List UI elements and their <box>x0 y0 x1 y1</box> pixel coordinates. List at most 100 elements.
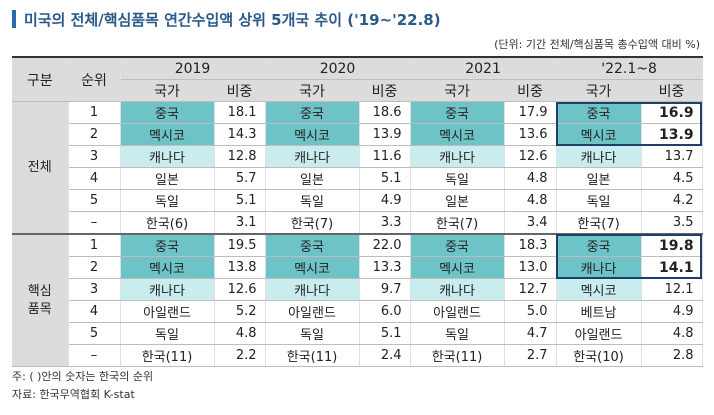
source-note: 자료: 한국무역협회 K-stat <box>12 388 135 401</box>
country-cell: 멕시코 <box>410 256 505 279</box>
country-cell: 독일 <box>265 322 360 345</box>
share-cell: 4.8 <box>504 189 557 212</box>
share-cell: 12.6 <box>504 145 557 168</box>
country-cell: 독일 <box>120 189 215 212</box>
share-cell: 18.1 <box>214 101 266 124</box>
table-row: – 한국(6) 3.1 한국(7) 3.3 한국(7) 3.4 한국(7) 3.5 <box>12 211 703 235</box>
footnote: 주: ( )안의 숫자는 한국의 순위 <box>12 370 154 383</box>
share-cell: 12.7 <box>504 278 557 301</box>
rank-cell: – <box>68 344 121 367</box>
rank-cell: 1 <box>68 101 121 124</box>
country-cell: 중국 <box>556 233 642 257</box>
header-row-years: 구분 순위 2019 2020 2021 '22.1~8 <box>12 56 703 102</box>
share-cell: 5.7 <box>214 167 266 190</box>
share-cell: 5.1 <box>359 322 411 345</box>
rank-cell: 3 <box>68 278 121 301</box>
country-cell: 한국(6) <box>120 211 215 235</box>
country-cell: 일본 <box>556 167 642 190</box>
header-share: 비중 <box>359 79 411 102</box>
share-cell: 4.8 <box>214 322 266 345</box>
share-cell: 5.1 <box>359 167 411 190</box>
table-row: 5 독일 4.8 독일 5.1 독일 4.7 아일랜드 4.8 <box>12 322 703 345</box>
header-year: 2020 <box>265 56 411 80</box>
share-cell: 17.9 <box>504 101 557 124</box>
country-cell: 독일 <box>265 189 360 212</box>
country-cell: 한국(11) <box>265 344 360 367</box>
table-row: 3 캐나다 12.6 캐나다 9.7 캐나다 12.7 멕시코 12.1 <box>12 278 703 301</box>
share-cell: 12.8 <box>214 145 266 168</box>
rank-cell: – <box>68 211 121 235</box>
country-cell: 캐나다 <box>265 145 360 168</box>
title-bar-icon <box>12 10 16 28</box>
header-country: 국가 <box>556 79 642 102</box>
share-cell: 13.6 <box>504 123 557 146</box>
share-cell: 14.3 <box>214 123 266 146</box>
share-cell: 22.0 <box>359 233 411 257</box>
table-row: 2 멕시코 13.8 멕시코 13.3 멕시코 13.0 캐나다 14.1 <box>12 256 703 279</box>
country-cell: 멕시코 <box>556 123 642 146</box>
share-cell: 2.8 <box>641 344 703 367</box>
header-country: 국가 <box>410 79 505 102</box>
group-label: 전체 <box>12 101 69 235</box>
country-cell: 멕시코 <box>120 256 215 279</box>
header-share: 비중 <box>504 79 557 102</box>
country-cell: 일본 <box>120 167 215 190</box>
share-cell: 9.7 <box>359 278 411 301</box>
rank-cell: 5 <box>68 322 121 345</box>
country-cell: 아일랜드 <box>556 322 642 345</box>
header-year: 2021 <box>410 56 557 80</box>
rank-cell: 2 <box>68 123 121 146</box>
share-cell: 13.7 <box>641 145 703 168</box>
unit-note: (단위: 기간 전체/핵심품목 총수입액 대비 %) <box>494 38 700 51</box>
share-cell: 2.4 <box>359 344 411 367</box>
country-cell: 독일 <box>410 322 505 345</box>
country-cell: 멕시코 <box>556 278 642 301</box>
share-cell: 5.2 <box>214 300 266 323</box>
country-cell: 중국 <box>265 233 360 257</box>
country-cell: 중국 <box>410 233 505 257</box>
country-cell: 아일랜드 <box>410 300 505 323</box>
country-cell: 독일 <box>556 189 642 212</box>
share-cell: 3.1 <box>214 211 266 235</box>
rank-cell: 2 <box>68 256 121 279</box>
share-cell: 4.8 <box>504 167 557 190</box>
share-cell: 6.0 <box>359 300 411 323</box>
country-cell: 한국(11) <box>120 344 215 367</box>
rank-cell: 3 <box>68 145 121 168</box>
country-cell: 일본 <box>410 189 505 212</box>
share-cell: 13.3 <box>359 256 411 279</box>
country-cell: 중국 <box>265 101 360 124</box>
country-cell: 한국(7) <box>265 211 360 235</box>
share-cell: 3.4 <box>504 211 557 235</box>
table-row: 4 일본 5.7 일본 5.1 독일 4.8 일본 4.5 <box>12 167 703 190</box>
country-cell: 캐나다 <box>556 256 642 279</box>
rank-cell: 4 <box>68 167 121 190</box>
page-title: 미국의 전체/핵심품목 연간수입액 상위 5개국 추이 ('19~'22.8) <box>12 6 441 32</box>
header-year: '22.1~8 <box>556 56 703 80</box>
share-cell: 3.5 <box>641 211 703 235</box>
country-cell: 베트남 <box>556 300 642 323</box>
share-cell: 2.7 <box>504 344 557 367</box>
group-label: 핵심 품목 <box>12 233 69 367</box>
country-cell: 중국 <box>556 101 642 124</box>
header-share: 비중 <box>641 79 703 102</box>
country-cell: 독일 <box>410 167 505 190</box>
country-cell: 멕시코 <box>120 123 215 146</box>
rank-cell: 1 <box>68 233 121 257</box>
country-cell: 캐나다 <box>120 145 215 168</box>
country-cell: 한국(7) <box>556 211 642 235</box>
country-cell: 한국(11) <box>410 344 505 367</box>
country-cell: 중국 <box>120 101 215 124</box>
share-cell: 18.6 <box>359 101 411 124</box>
share-cell: 11.6 <box>359 145 411 168</box>
table-row: 3 캐나다 12.8 캐나다 11.6 캐나다 12.6 캐나다 13.7 <box>12 145 703 168</box>
share-cell: 12.6 <box>214 278 266 301</box>
country-cell: 캐나다 <box>556 145 642 168</box>
header-share: 비중 <box>214 79 266 102</box>
country-cell: 캐나다 <box>265 278 360 301</box>
share-cell: 4.9 <box>641 300 703 323</box>
country-cell: 캐나다 <box>120 278 215 301</box>
country-cell: 멕시코 <box>410 123 505 146</box>
title-text: 미국의 전체/핵심품목 연간수입액 상위 5개국 추이 ('19~'22.8) <box>24 10 441 29</box>
country-cell: 아일랜드 <box>120 300 215 323</box>
